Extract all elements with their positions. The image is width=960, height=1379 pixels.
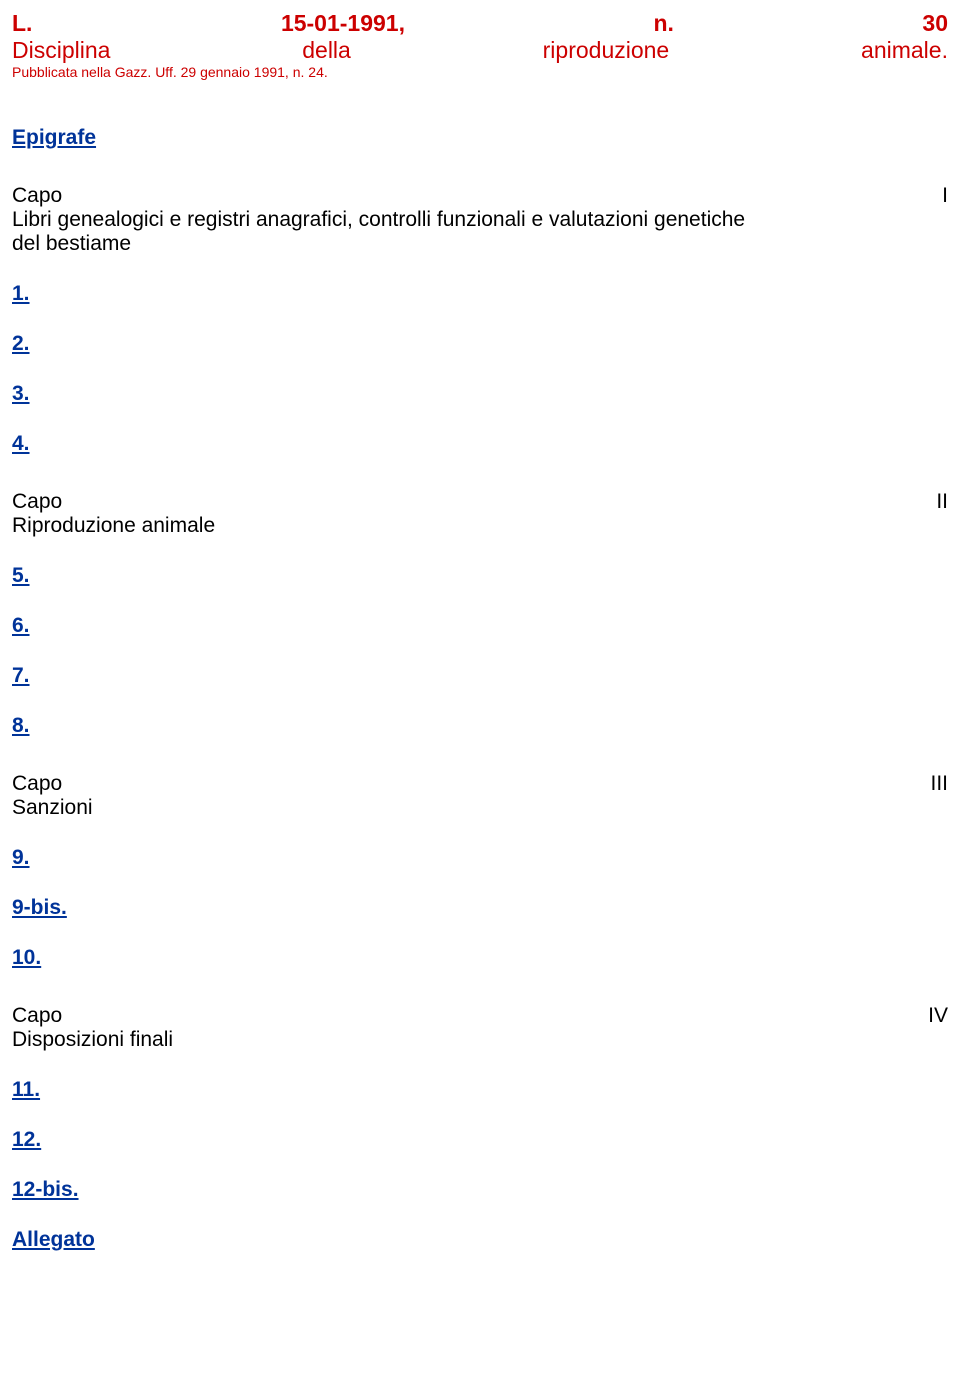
allegato-link[interactable]: Allegato <box>12 1228 948 1252</box>
article-link-1[interactable]: 1. <box>12 282 948 306</box>
capo-2-label: Capo <box>12 490 62 514</box>
capo-2-block: Capo II Riproduzione animale <box>12 490 948 538</box>
capo-3-label: Capo <box>12 772 62 796</box>
capo-1-label: Capo <box>12 184 62 208</box>
article-link-2[interactable]: 2. <box>12 332 948 356</box>
law-header-line2: Disciplina della riproduzione animale. <box>12 37 948 64</box>
epigrafe-heading: Epigrafe <box>12 126 948 150</box>
article-link-6[interactable]: 6. <box>12 614 948 638</box>
article-link-7[interactable]: 7. <box>12 664 948 688</box>
capo-1-subtitle-line1: Libri genealogici e registri anagrafici,… <box>12 208 948 232</box>
capo-4-block: Capo IV Disposizioni finali <box>12 1004 948 1052</box>
law-header-line1: L. 15-01-1991, n. 30 <box>12 10 948 37</box>
capo-4-number: IV <box>928 1004 948 1028</box>
capo-1-subtitle-line2: del bestiame <box>12 232 948 256</box>
article-link-5[interactable]: 5. <box>12 564 948 588</box>
capo-4-subtitle: Disposizioni finali <box>12 1028 948 1052</box>
capo-2-subtitle: Riproduzione animale <box>12 514 948 538</box>
article-link-11[interactable]: 11. <box>12 1078 948 1102</box>
law-abbr: L. <box>12 10 32 37</box>
publication-note: Pubblicata nella Gazz. Uff. 29 gennaio 1… <box>12 64 948 80</box>
law-title-word3: riproduzione <box>543 37 670 64</box>
article-link-9[interactable]: 9. <box>12 846 948 870</box>
article-link-9bis[interactable]: 9-bis. <box>12 896 948 920</box>
article-link-12[interactable]: 12. <box>12 1128 948 1152</box>
law-n-label: n. <box>653 10 673 37</box>
capo-4-label: Capo <box>12 1004 62 1028</box>
epigrafe-link[interactable]: Epigrafe <box>12 126 96 149</box>
article-link-8[interactable]: 8. <box>12 714 948 738</box>
capo-3-block: Capo III Sanzioni <box>12 772 948 820</box>
law-date: 15-01-1991, <box>281 10 405 37</box>
law-title-word2: della <box>302 37 351 64</box>
capo-1-block: Capo I Libri genealogici e registri anag… <box>12 184 948 256</box>
capo-3-subtitle: Sanzioni <box>12 796 948 820</box>
law-title-word4: animale. <box>861 37 948 64</box>
capo-3-number: III <box>930 772 948 796</box>
capo-1-number: I <box>942 184 948 208</box>
law-title-word1: Disciplina <box>12 37 110 64</box>
capo-2-number: II <box>936 490 948 514</box>
law-number: 30 <box>922 10 948 37</box>
article-link-3[interactable]: 3. <box>12 382 948 406</box>
article-link-4[interactable]: 4. <box>12 432 948 456</box>
article-link-12bis[interactable]: 12-bis. <box>12 1178 948 1202</box>
article-link-10[interactable]: 10. <box>12 946 948 970</box>
